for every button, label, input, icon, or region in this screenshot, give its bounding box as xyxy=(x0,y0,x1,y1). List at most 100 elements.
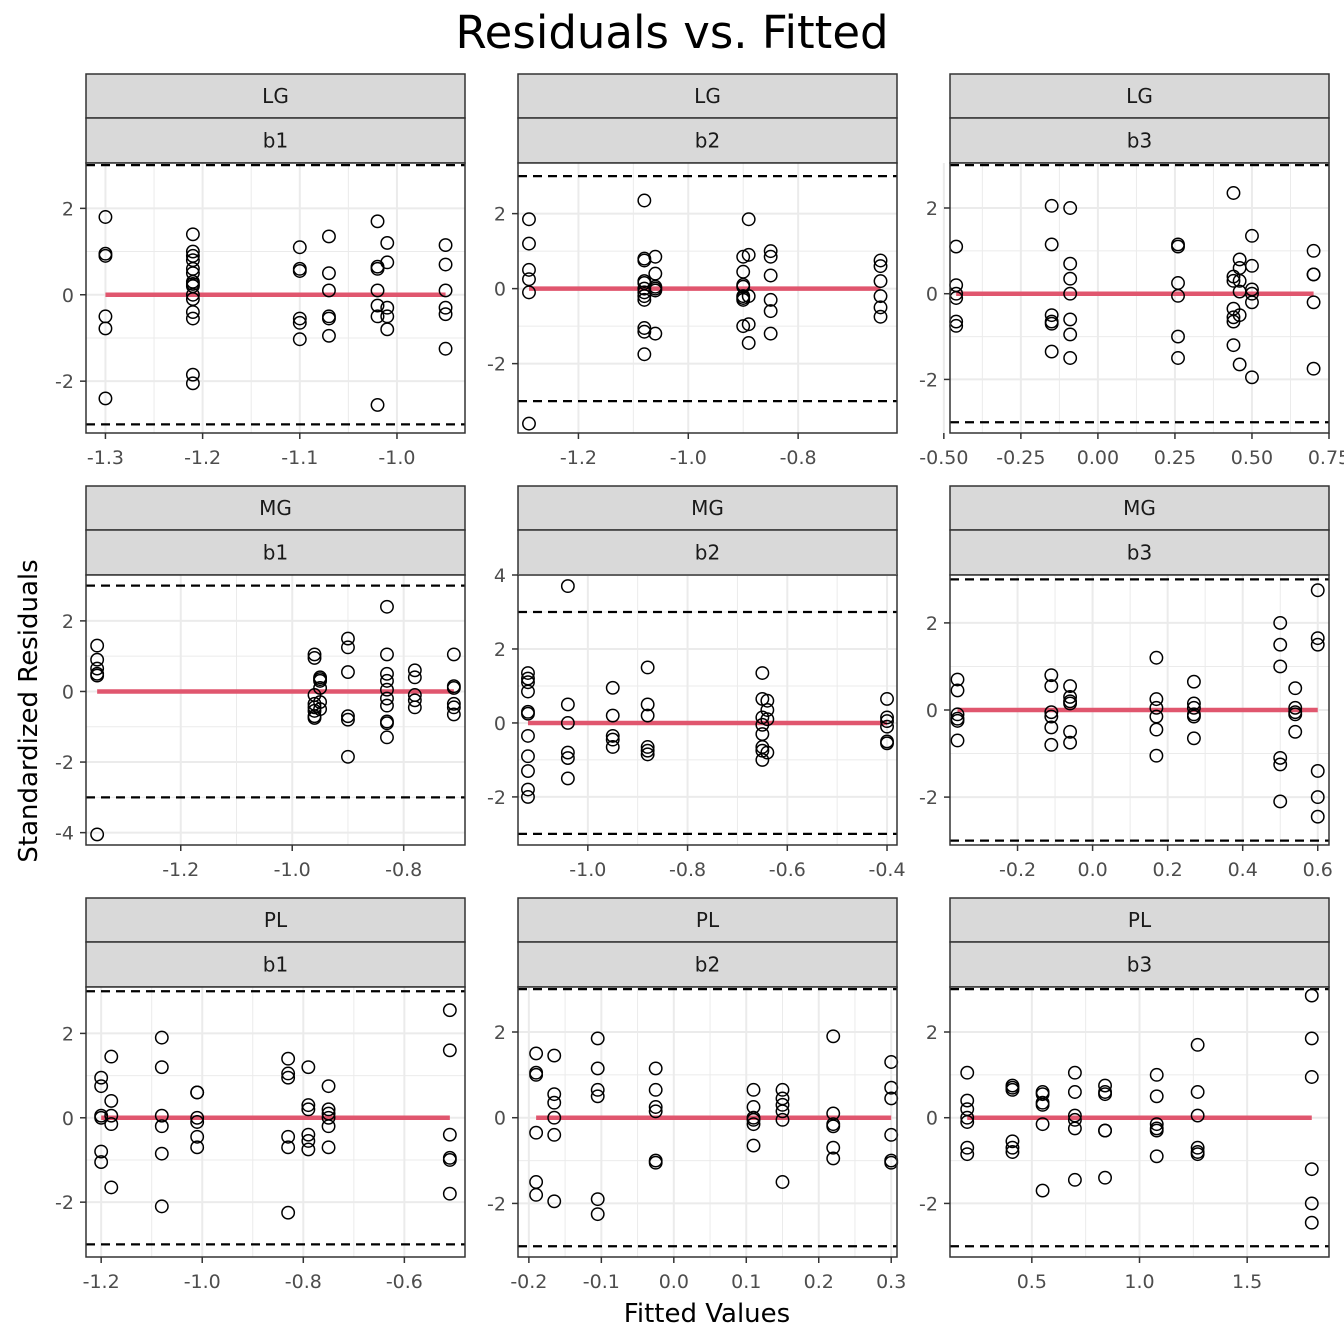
plot-area xyxy=(518,163,897,433)
data-point xyxy=(370,298,385,313)
data-point xyxy=(521,728,535,743)
data-point xyxy=(746,1082,761,1097)
data-point xyxy=(190,1129,205,1144)
data-point xyxy=(529,1125,544,1140)
data-point xyxy=(775,1112,790,1127)
data-point xyxy=(442,1003,457,1018)
data-point xyxy=(380,698,394,713)
data-point xyxy=(154,1060,169,1075)
data-point xyxy=(90,827,105,842)
data-point xyxy=(380,730,394,745)
x-tick-label: -1.2 xyxy=(184,447,221,469)
data-point xyxy=(560,579,575,594)
data-point xyxy=(1044,198,1059,213)
data-point xyxy=(154,1030,169,1045)
strip-col-label: b1 xyxy=(263,953,288,977)
data-point xyxy=(826,1140,841,1155)
data-point xyxy=(1306,267,1321,282)
data-point xyxy=(98,391,113,406)
strip-col xyxy=(85,529,466,576)
data-point xyxy=(1067,1112,1082,1127)
data-point xyxy=(1063,689,1078,704)
data-point xyxy=(1288,724,1303,739)
data-point xyxy=(605,740,620,754)
data-point xyxy=(446,680,461,695)
panel-lg-b2: LG b2 -1.2 -1.0 -0.8 -2 0 2 xyxy=(487,73,898,469)
data-point xyxy=(637,289,652,304)
data-point xyxy=(1149,1067,1164,1082)
data-point xyxy=(648,326,663,341)
data-point xyxy=(736,249,751,264)
data-point xyxy=(547,1110,562,1125)
data-point xyxy=(648,1155,663,1170)
data-point xyxy=(321,1140,336,1155)
data-point xyxy=(1245,286,1259,301)
data-point xyxy=(1044,308,1059,323)
data-point xyxy=(321,266,336,281)
data-point xyxy=(185,305,200,319)
y-tick-label: 2 xyxy=(926,198,938,220)
data-point xyxy=(775,1175,790,1189)
data-point xyxy=(1245,258,1259,273)
data-point xyxy=(521,706,535,721)
data-point xyxy=(741,289,756,304)
data-point xyxy=(760,745,775,760)
data-point xyxy=(292,315,307,330)
data-point xyxy=(880,710,894,725)
data-point xyxy=(1232,308,1247,323)
x-tick-label: 1.0 xyxy=(1124,1271,1154,1293)
data-point xyxy=(763,326,778,341)
data-point xyxy=(826,1119,841,1134)
data-point xyxy=(826,1151,841,1166)
x-tick-label: -1.3 xyxy=(87,447,124,469)
data-point xyxy=(1044,344,1059,359)
data-point xyxy=(648,1100,663,1114)
strip-row-label: MG xyxy=(259,496,292,520)
data-point xyxy=(1098,1170,1112,1185)
data-point xyxy=(154,1199,169,1214)
data-point xyxy=(1190,1140,1205,1155)
data-point xyxy=(1044,737,1059,752)
data-point xyxy=(873,289,888,304)
data-point xyxy=(301,1060,316,1075)
x-tick-label: -0.8 xyxy=(780,447,817,469)
data-point xyxy=(775,1097,790,1112)
data-point xyxy=(529,1067,544,1082)
data-point xyxy=(1063,735,1078,750)
panel-border xyxy=(85,986,466,1258)
data-point xyxy=(950,707,965,722)
data-point xyxy=(741,317,756,332)
data-point xyxy=(521,782,535,797)
data-point xyxy=(1005,1082,1020,1097)
data-point xyxy=(1304,1196,1319,1211)
y-tick-label: 0 xyxy=(494,1108,506,1130)
data-point xyxy=(590,1061,605,1076)
data-point xyxy=(1288,700,1303,715)
data-point xyxy=(442,1186,457,1201)
y-tick-label: 0 xyxy=(926,700,938,722)
panel-mg-b2: MG b2 -1.0 -0.8 -0.6 -0.4 -2 0 2 4 xyxy=(487,485,906,881)
data-point xyxy=(640,697,655,712)
x-tick-label: 0.0 xyxy=(1077,859,1107,881)
data-point xyxy=(1273,615,1288,630)
strip-col xyxy=(85,117,466,164)
x-tick-label: 1.5 xyxy=(1232,1271,1262,1293)
data-point xyxy=(960,1147,975,1162)
strip-row xyxy=(949,73,1330,119)
y-tick-label: 0 xyxy=(494,279,506,301)
data-point xyxy=(1226,186,1241,200)
strip-col-label: b3 xyxy=(1127,129,1152,153)
data-point xyxy=(1063,724,1078,739)
data-point xyxy=(637,281,652,296)
data-point xyxy=(1171,329,1185,344)
data-point xyxy=(1310,637,1325,652)
data-point xyxy=(1273,659,1288,674)
panel-border xyxy=(517,574,898,846)
data-point xyxy=(1304,1070,1319,1084)
data-point xyxy=(1171,288,1185,303)
x-tick-label: 0.00 xyxy=(1077,447,1119,469)
data-point xyxy=(1304,1031,1319,1046)
data-point xyxy=(1098,1087,1112,1102)
y-tick-label: 2 xyxy=(926,613,938,635)
data-point xyxy=(1044,316,1059,331)
